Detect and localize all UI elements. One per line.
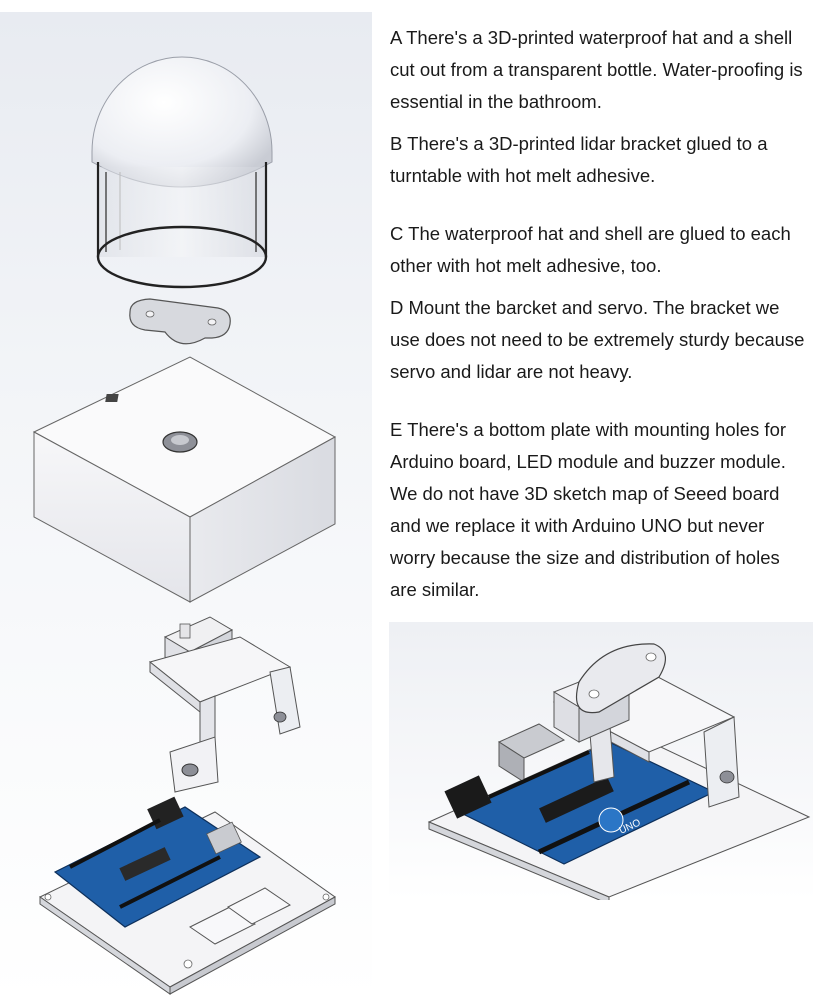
step-d-text: D Mount the barcket and servo. The brack…: [390, 297, 805, 382]
step-a-text: A There's a 3D-printed waterproof hat an…: [390, 27, 803, 112]
exploded-assembly-render: [0, 12, 372, 1002]
transparent-shell: [96, 162, 268, 289]
enclosure-box: [32, 356, 337, 603]
step-b-text: B There's a 3D-printed lidar bracket glu…: [390, 133, 768, 186]
assembled-base-render: UNO: [389, 622, 813, 900]
bottom-plate-with-arduino: [39, 796, 336, 995]
step-c-text: C The waterproof hat and shell are glued…: [390, 223, 791, 276]
exploded-view-drawing: [32, 56, 337, 995]
instruction-text: A There's a 3D-printed waterproof hat an…: [390, 22, 810, 606]
servo-bracket: [148, 616, 301, 793]
turntable-plate: [129, 298, 231, 345]
assembled-base-drawing: UNO: [427, 643, 811, 900]
step-e-text: E There's a bottom plate with mounting h…: [390, 419, 787, 600]
